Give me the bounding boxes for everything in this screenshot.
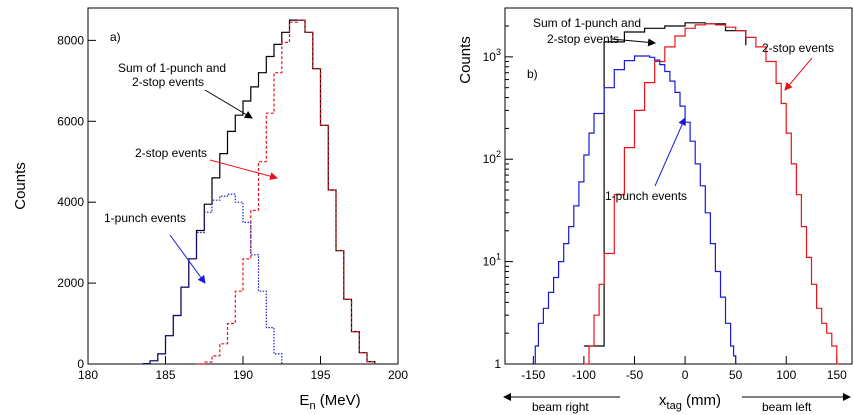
chart-b-xtick-label: -50: [626, 368, 644, 382]
chart-a-ytick-label: 0: [77, 357, 84, 371]
chart-b-series-two-stop: [583, 23, 839, 365]
chart-b-xtick-label: 100: [776, 368, 796, 382]
chart-b-xtick-label: 150: [827, 368, 847, 382]
chart-b-xtick-label: 0: [682, 368, 689, 382]
chart-a-ytick-label: 2000: [57, 276, 84, 290]
chart-b-xtick-label: 50: [729, 368, 743, 382]
chart-a-annot-one-punch: 1-punch events: [104, 211, 186, 225]
chart-a-arrow-sum: [204, 89, 253, 119]
chart-a-xlabel-unit: (MeV): [316, 392, 361, 409]
chart-a-panel-label: a): [110, 30, 121, 44]
chart-a-ytick-label: 6000: [57, 114, 84, 128]
chart-b-xlabel-unit: (mm): [682, 392, 721, 409]
chart-a-annot-sum-2: 2-stop events: [132, 75, 204, 89]
beam-right-label: beam right: [532, 400, 589, 414]
chart-b-xtick-label: -100: [572, 368, 596, 382]
chart-a-xtick-label: 190: [233, 368, 253, 382]
chart-a-ylabel: Counts: [12, 162, 29, 210]
chart-b-ylabel: Counts: [457, 36, 474, 84]
chart-a-xlabel-sub: n: [309, 400, 315, 412]
chart-a-annot-two-stop: 2-stop events: [135, 146, 207, 160]
chart-b-series-one-punch: [533, 55, 737, 365]
chart-a-xlabel: En (MeV): [299, 392, 360, 412]
chart-b-arrow-one-punch: [654, 117, 686, 187]
chart-b-xlabel-main: x: [659, 392, 667, 409]
chart-b-arrow-two-stop: [784, 57, 813, 91]
chart-b-annot-sum-1: Sum of 1-punch and: [533, 16, 641, 30]
chart-b-ytick-label: 1: [494, 357, 501, 371]
chart-b-ytick-label: 103: [483, 47, 501, 64]
chart-b-annot-sum-2: 2-stop events: [547, 32, 619, 46]
chart-a-xtick-label: 185: [155, 368, 175, 382]
chart-b-ticks: -150 -100 -50 0 50 100 150 1 101 102 103: [483, 7, 847, 382]
chart-a-xtick-label: 180: [78, 368, 98, 382]
chart-a-xlabel-main: E: [299, 392, 309, 409]
chart-a-series-two-stop: [196, 19, 376, 365]
chart-b-annot-one-punch: 1-punch events: [605, 189, 687, 203]
chart-a-xtick-label: 195: [310, 368, 330, 382]
chart-b-xlabel-sub: tag: [667, 400, 682, 412]
beam-left-label: beam left: [762, 400, 812, 414]
chart-a-annot-sum-1: Sum of 1-punch and: [118, 61, 226, 75]
chart-b-ytick-label: 102: [483, 149, 501, 166]
chart-b-series: [533, 22, 839, 365]
chart-b-arrow-sum: [611, 38, 656, 47]
chart-b-frame: [504, 7, 853, 365]
chart-a-series-one-punch: [142, 193, 283, 365]
chart-a-ytick-label: 4000: [57, 195, 84, 209]
chart-b-annot-two-stop: 2-stop events: [762, 41, 834, 55]
chart-a-series: [142, 19, 376, 365]
chart-b: -150 -100 -50 0 50 100 150 1 101 102 103 b) Counts…: [457, 7, 853, 414]
chart-a-arrow-one-punch: [169, 234, 206, 284]
chart-a-ytick-label: 8000: [57, 33, 84, 47]
chart-a-arrow-two-stop: [209, 159, 278, 181]
chart-b-xtick-label: -150: [521, 368, 545, 382]
chart-b-xlabel: xtag (mm): [659, 392, 721, 412]
chart-a-xtick-label: 200: [388, 368, 408, 382]
chart-b-panel-label: b): [527, 67, 538, 81]
chart-b-ytick-label: 101: [483, 252, 501, 269]
